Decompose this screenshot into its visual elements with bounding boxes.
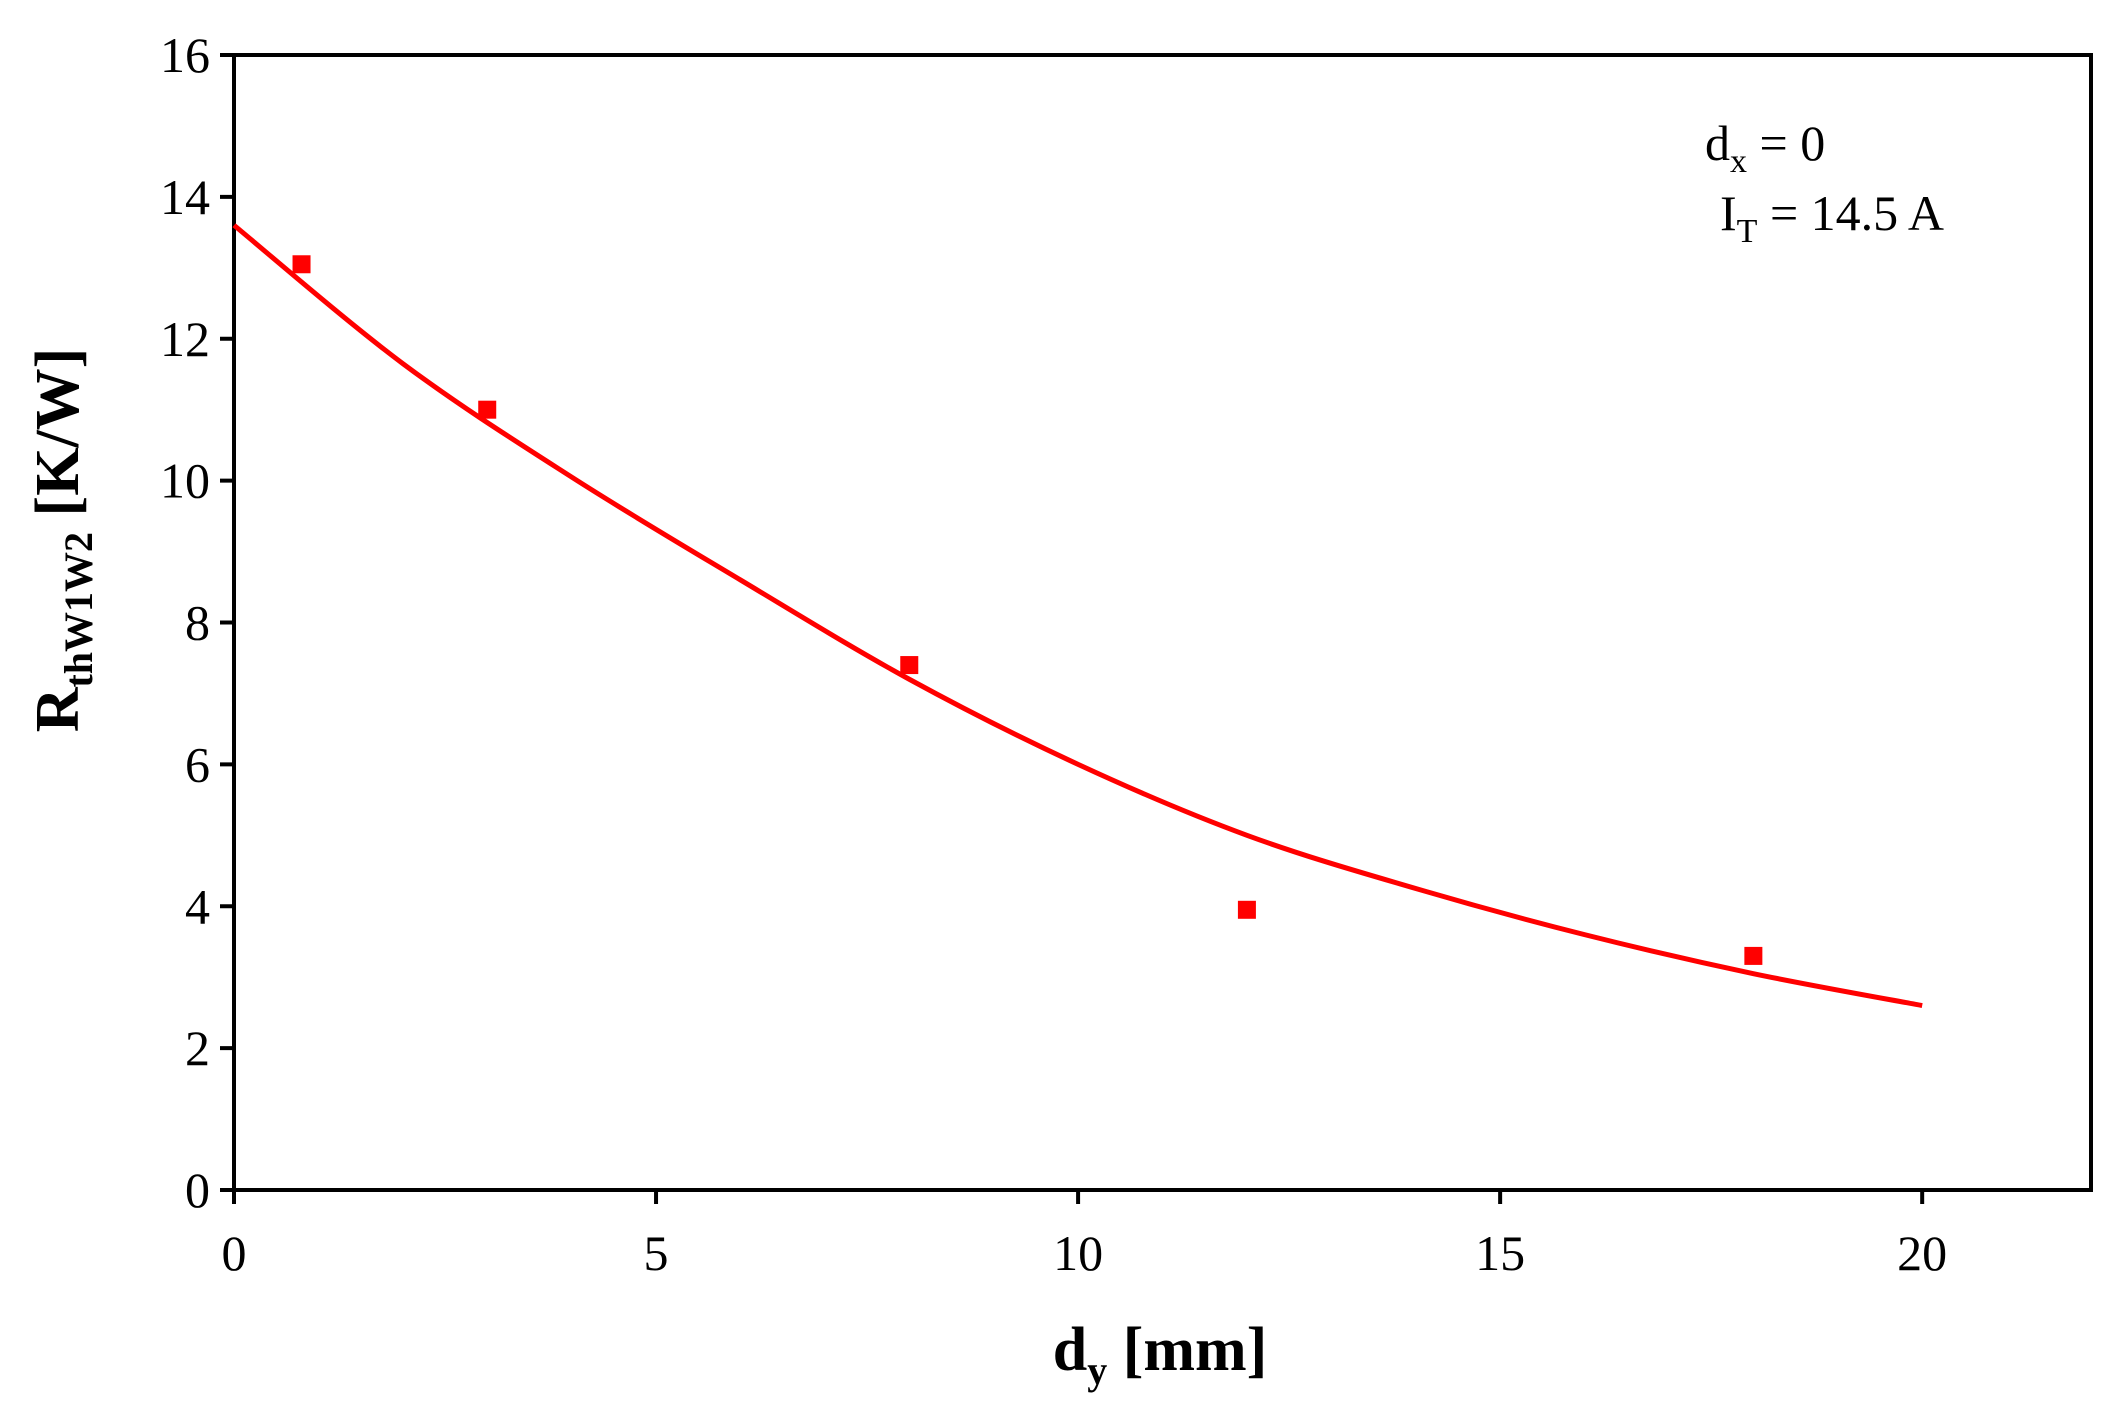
- y-tick-label: 14: [160, 169, 210, 225]
- data-point: [900, 656, 919, 675]
- data-points-layer: [292, 255, 1763, 965]
- fit-curve-layer: [232, 223, 1923, 1009]
- annotation-current-main: I: [1720, 185, 1737, 241]
- y-tick-label: 16: [160, 27, 210, 83]
- data-point: [1237, 900, 1256, 919]
- y-tick-label: 10: [160, 453, 210, 509]
- x-axis-title-rest: [mm]: [1107, 1316, 1267, 1384]
- annotation-current-rest: = 14.5 A: [1757, 185, 1944, 241]
- x-tick-label: 10: [1053, 1225, 1103, 1281]
- y-tick-label: 12: [160, 311, 210, 367]
- fit-curve: [232, 223, 1923, 1009]
- y-axis-ticks: 0 2 4 6 8 10 12 14 16: [160, 27, 234, 1218]
- x-axis-title-main: d: [1053, 1316, 1087, 1384]
- x-axis-ticks: 0 5 10 15 20: [222, 1190, 1947, 1281]
- annotation-dx-sub: x: [1730, 143, 1747, 180]
- y-tick-label: 6: [185, 736, 210, 792]
- x-axis-title-sub: y: [1087, 1348, 1107, 1393]
- plot-area: [232, 53, 2093, 1192]
- y-axis-title-rest: [K/W]: [24, 348, 92, 532]
- data-point: [478, 400, 497, 419]
- y-axis-title: RthW1W2 [K/W]: [24, 348, 101, 733]
- x-tick-label: 0: [222, 1225, 247, 1281]
- x-tick-label: 15: [1475, 1225, 1525, 1281]
- annotation-current: IT = 14.5 A: [1720, 185, 1944, 250]
- y-tick-label: 8: [185, 595, 210, 651]
- x-tick-label: 20: [1897, 1225, 1947, 1281]
- x-tick-label: 5: [644, 1225, 669, 1281]
- data-point: [292, 255, 311, 274]
- x-axis-title: dy [mm]: [1053, 1316, 1268, 1393]
- data-point: [1744, 946, 1763, 965]
- y-axis-title-main: R: [24, 686, 92, 732]
- annotation-dx-rest: = 0: [1747, 115, 1825, 171]
- y-tick-label: 0: [185, 1162, 210, 1218]
- annotation-dx-main: d: [1705, 115, 1730, 171]
- annotation-dx: dx = 0: [1705, 115, 1825, 180]
- annotation-current-sub: T: [1737, 213, 1758, 250]
- y-axis-title-sub: thW1W2: [56, 532, 101, 688]
- y-tick-label: 2: [185, 1020, 210, 1076]
- y-tick-label: 4: [185, 878, 210, 934]
